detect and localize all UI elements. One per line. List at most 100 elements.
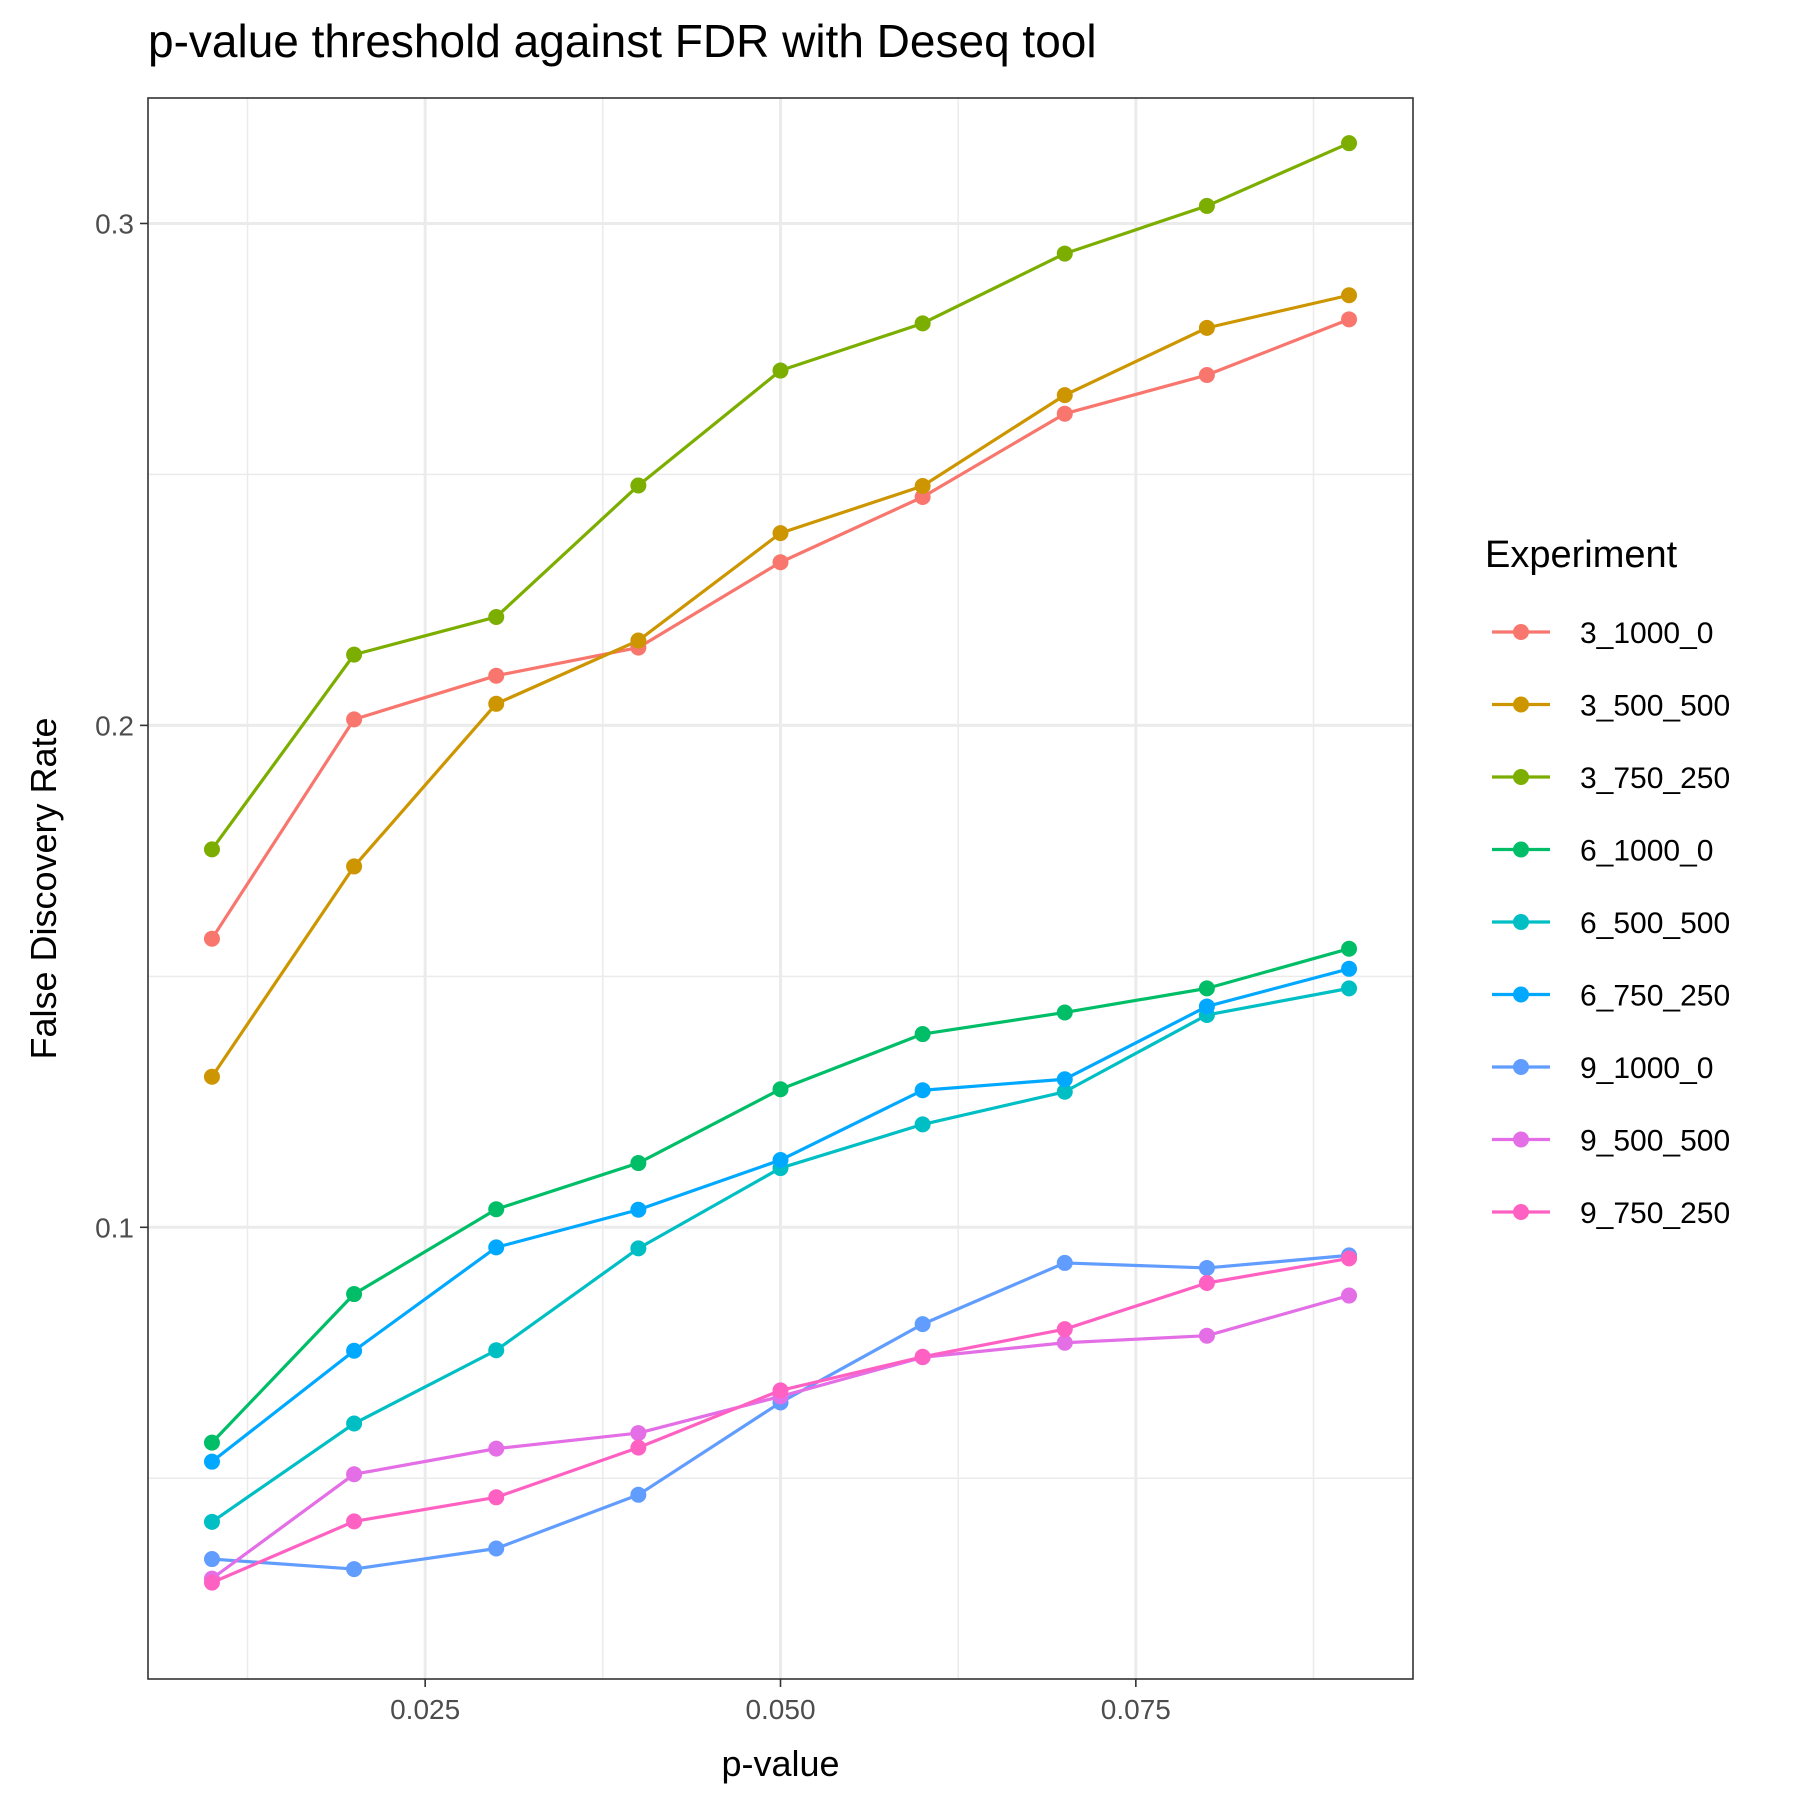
data-point-9_1000_0 <box>203 1551 220 1568</box>
legend-key-point <box>1513 624 1529 640</box>
x-tick-label: 0.025 <box>390 1694 460 1725</box>
data-point-9_500_500 <box>1341 1287 1358 1304</box>
data-point-6_750_250 <box>346 1342 363 1359</box>
x-tick-label: 0.075 <box>1101 1694 1171 1725</box>
data-point-6_500_500 <box>630 1240 647 1257</box>
data-point-6_500_500 <box>488 1342 505 1359</box>
legend-item-9_1000_0: 9_1000_0 <box>1492 1052 1713 1085</box>
data-point-6_500_500 <box>346 1415 363 1432</box>
data-point-6_750_250 <box>772 1152 789 1169</box>
data-point-3_1000_0 <box>203 930 220 947</box>
axes: 0.025 0.050 0.075 0.1 0.2 0.3 <box>95 208 1171 1725</box>
legend-label: 3_500_500 <box>1580 690 1730 723</box>
data-point-9_500_500 <box>346 1466 363 1483</box>
data-point-9_1000_0 <box>346 1561 363 1578</box>
legend-key-point <box>1513 769 1529 785</box>
legend: Experiment 3_1000_0 3_500_500 3_750_250 6_1… <box>1485 534 1730 1230</box>
legend-key-point <box>1513 696 1529 713</box>
data-point-9_500_500 <box>1198 1327 1215 1344</box>
data-point-6_1000_0 <box>1341 940 1358 957</box>
y-tick-label: 0.3 <box>95 208 134 239</box>
data-point-9_750_250 <box>346 1513 363 1530</box>
legend-label: 9_1000_0 <box>1580 1052 1713 1085</box>
legend-items: 3_1000_0 3_500_500 3_750_250 6_1000_0 6_500_… <box>1492 617 1730 1230</box>
data-point-3_750_250 <box>1341 135 1358 152</box>
legend-item-9_750_250: 9_750_250 <box>1492 1197 1730 1230</box>
data-point-6_750_250 <box>1198 998 1215 1015</box>
data-point-6_500_500 <box>1341 980 1358 997</box>
data-point-6_500_500 <box>914 1116 931 1133</box>
legend-label: 6_500_500 <box>1580 907 1730 940</box>
series-lines <box>203 135 1358 1591</box>
series-3_1000_0 <box>203 311 1358 947</box>
data-point-3_750_250 <box>203 841 220 858</box>
data-point-9_750_250 <box>914 1348 931 1365</box>
legend-key-point <box>1513 1059 1529 1075</box>
data-point-3_750_250 <box>1198 197 1215 214</box>
legend-label: 9_750_250 <box>1580 1197 1730 1230</box>
data-point-6_750_250 <box>203 1453 220 1470</box>
legend-item-9_500_500: 9_500_500 <box>1492 1125 1730 1158</box>
legend-label: 6_1000_0 <box>1580 835 1713 868</box>
data-point-9_1000_0 <box>630 1486 647 1503</box>
data-point-6_750_250 <box>1341 960 1358 977</box>
legend-key-point <box>1513 1131 1529 1148</box>
x-tick-label: 0.050 <box>745 1694 815 1725</box>
data-point-6_500_500 <box>1056 1083 1073 1100</box>
data-point-6_1000_0 <box>488 1201 505 1218</box>
data-point-3_1000_0 <box>1341 311 1358 328</box>
data-point-9_750_250 <box>772 1382 789 1399</box>
data-point-3_750_250 <box>488 608 505 625</box>
series-6_500_500 <box>203 980 1358 1530</box>
y-axis-title: False Discovery Rate <box>23 717 64 1059</box>
data-point-9_1000_0 <box>914 1316 931 1333</box>
legend-item-6_750_250: 6_750_250 <box>1492 980 1730 1013</box>
data-point-3_1000_0 <box>772 554 789 571</box>
series-6_1000_0 <box>203 940 1358 1451</box>
legend-item-3_500_500: 3_500_500 <box>1492 690 1730 723</box>
data-point-9_500_500 <box>1056 1334 1073 1351</box>
data-point-6_750_250 <box>914 1082 931 1099</box>
data-point-6_1000_0 <box>772 1081 789 1098</box>
data-point-6_1000_0 <box>914 1026 931 1043</box>
data-point-9_750_250 <box>1198 1274 1215 1291</box>
data-point-3_500_500 <box>203 1068 220 1085</box>
legend-label: 9_500_500 <box>1580 1125 1730 1158</box>
legend-key-point <box>1513 914 1529 930</box>
legend-label: 3_1000_0 <box>1580 617 1713 650</box>
chart-title: p-value threshold against FDR with Deseq… <box>148 15 1097 67</box>
data-point-9_1000_0 <box>1056 1254 1073 1271</box>
x-axis-title: p-value <box>721 1743 839 1784</box>
data-point-6_750_250 <box>630 1201 647 1218</box>
data-point-3_500_500 <box>630 632 647 649</box>
data-point-9_750_250 <box>488 1489 505 1506</box>
data-point-3_1000_0 <box>1198 367 1215 384</box>
data-point-3_750_250 <box>914 315 931 332</box>
y-tick-label: 0.1 <box>95 1212 134 1243</box>
data-point-6_1000_0 <box>1056 1004 1073 1021</box>
legend-key-point <box>1513 986 1529 1003</box>
y-tick-label: 0.2 <box>95 710 134 741</box>
data-point-3_1000_0 <box>1056 405 1073 422</box>
data-point-3_500_500 <box>1341 287 1358 304</box>
data-point-3_1000_0 <box>914 489 931 506</box>
legend-key-point <box>1513 841 1529 858</box>
data-point-9_750_250 <box>203 1574 220 1591</box>
data-point-6_1000_0 <box>346 1286 363 1303</box>
data-point-3_500_500 <box>346 858 363 875</box>
data-point-3_750_250 <box>1056 245 1073 262</box>
data-point-9_500_500 <box>488 1440 505 1457</box>
data-point-9_750_250 <box>1341 1250 1358 1267</box>
legend-label: 3_750_250 <box>1580 762 1730 795</box>
data-point-9_750_250 <box>630 1439 647 1456</box>
data-point-3_1000_0 <box>488 667 505 684</box>
series-9_750_250 <box>203 1250 1358 1591</box>
series-3_750_250 <box>203 135 1358 858</box>
legend-item-3_1000_0: 3_1000_0 <box>1492 617 1713 650</box>
series-3_500_500 <box>203 287 1358 1085</box>
data-point-9_500_500 <box>630 1425 647 1442</box>
data-point-3_500_500 <box>1056 387 1073 404</box>
data-point-3_500_500 <box>914 477 931 494</box>
data-point-3_500_500 <box>1198 319 1215 336</box>
